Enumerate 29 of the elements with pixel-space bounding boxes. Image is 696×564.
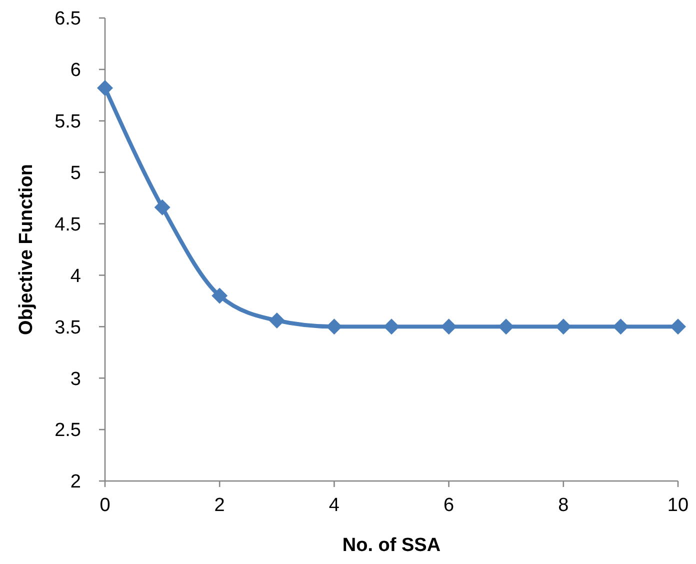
y-tick-label: 5 (70, 162, 81, 184)
y-tick-label: 3 (70, 368, 81, 390)
point (97, 80, 113, 96)
x-tick-label: 0 (100, 495, 110, 516)
x-axis-title: No. of SSA (342, 535, 441, 556)
point (268, 312, 285, 328)
point (670, 318, 686, 335)
point (154, 199, 170, 216)
point (440, 318, 457, 335)
y-tick-label: 2.5 (54, 420, 81, 442)
x-tick-label: 2 (214, 495, 225, 516)
y-tick-label: 3.5 (54, 317, 81, 338)
y-tick-label: 4.5 (54, 214, 81, 236)
y-tick-label: 6 (70, 60, 81, 82)
point (498, 318, 514, 335)
x-tick-label: 4 (328, 495, 340, 516)
x-tick-label: 8 (558, 495, 569, 516)
y-tick-label: 4 (70, 266, 82, 287)
point (326, 318, 342, 335)
y-tick-label: 5.5 (54, 112, 81, 133)
x-tick-label: 10 (667, 495, 689, 516)
point (384, 318, 400, 335)
point (612, 318, 629, 335)
y-axis-title: Objective Function (16, 164, 37, 336)
x-tick-label: 6 (444, 495, 454, 516)
point (555, 318, 572, 335)
y-tick-label: 6.5 (54, 8, 81, 30)
point (212, 288, 228, 304)
y-tick-label: 2 (70, 472, 81, 493)
